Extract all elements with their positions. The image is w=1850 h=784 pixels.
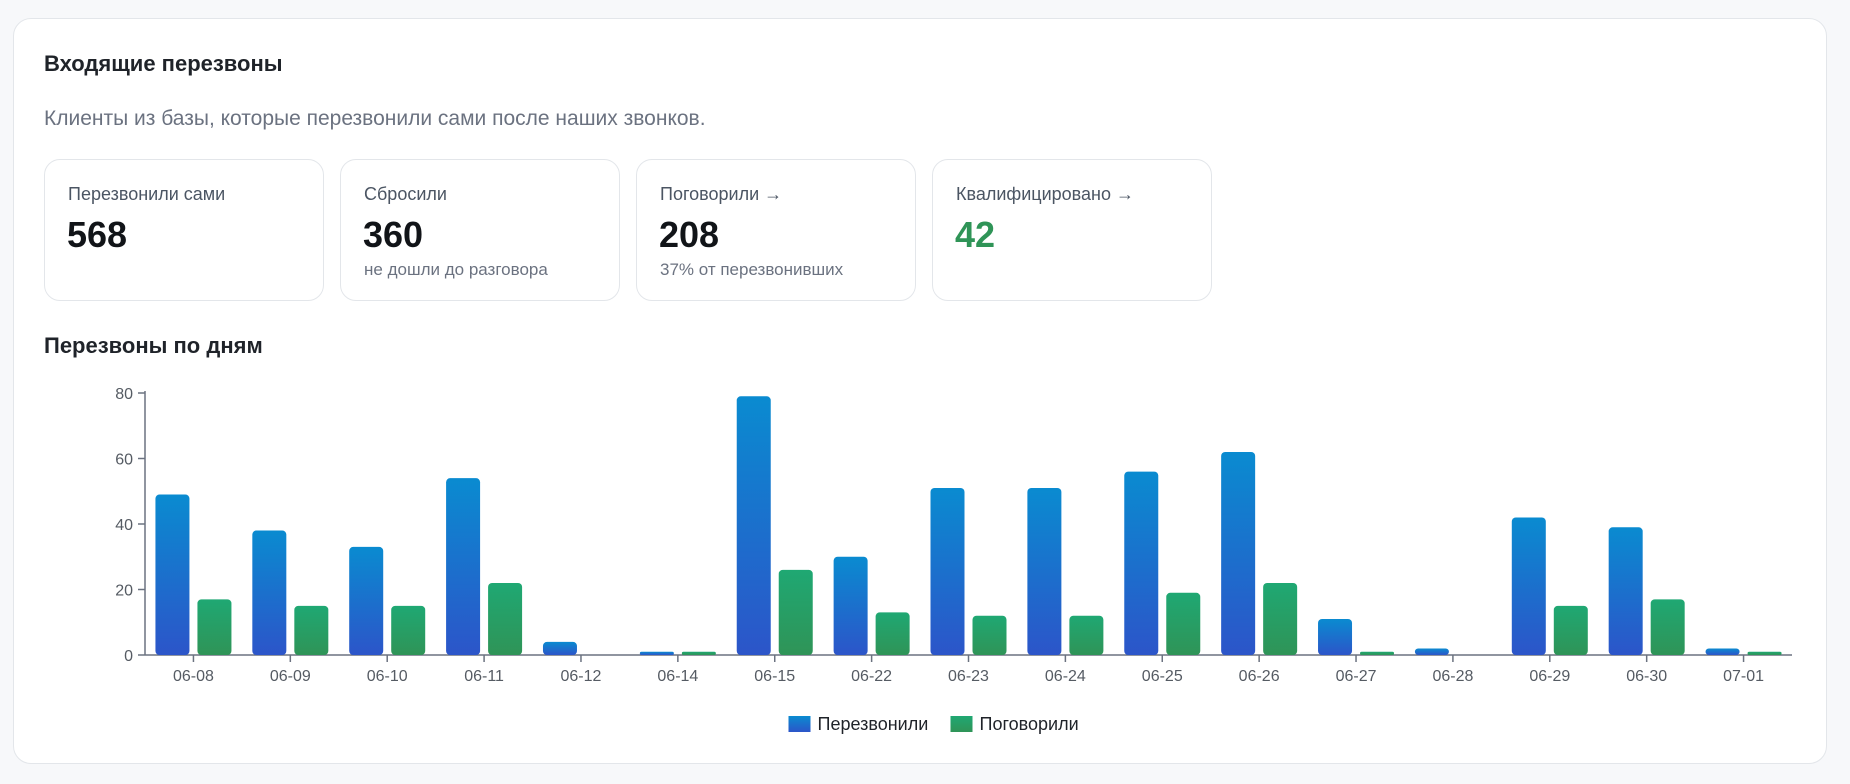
bar-talked xyxy=(1553,605,1588,655)
page-subtitle: Клиенты из базы, которые перезвонили сам… xyxy=(44,107,706,130)
y-tick-label: 60 xyxy=(115,452,133,469)
bar-talked xyxy=(1263,582,1298,655)
bar-called-back xyxy=(1124,471,1159,655)
y-tick-label: 40 xyxy=(115,517,133,534)
bar-called-back xyxy=(542,641,577,655)
stat-card-called-back: Перезвонили сами 568 xyxy=(44,159,324,301)
legend-label: Перезвонили xyxy=(818,714,929,734)
bar-called-back xyxy=(1318,618,1353,655)
callbacks-card: Входящие перезвоны Клиенты из базы, кото… xyxy=(13,18,1827,764)
bar-talked xyxy=(294,605,329,655)
y-tick-label: 20 xyxy=(115,583,133,600)
bar-talked xyxy=(488,582,523,655)
x-tick-label: 06-24 xyxy=(1045,668,1086,685)
bar-called-back xyxy=(1027,487,1062,655)
bar-called-back xyxy=(349,546,384,655)
x-tick-label: 06-23 xyxy=(948,668,989,685)
y-tick-label: 0 xyxy=(124,648,133,665)
bar-talked xyxy=(1650,599,1685,655)
stat-value: 568 xyxy=(67,214,128,255)
x-tick-label: 06-12 xyxy=(561,668,602,685)
bar-called-back xyxy=(736,396,771,655)
bar-called-back xyxy=(1221,451,1256,655)
bar-talked xyxy=(875,612,910,655)
x-tick-label: 06-28 xyxy=(1432,668,1473,685)
bar-called-back xyxy=(1705,648,1740,655)
bar-talked xyxy=(1069,615,1104,655)
stat-label-link[interactable]: Квалифицировано → xyxy=(956,184,1134,204)
x-tick-label: 06-11 xyxy=(464,668,504,685)
x-tick-label: 06-30 xyxy=(1626,668,1667,685)
stat-value: 42 xyxy=(955,214,996,255)
bar-talked xyxy=(972,615,1007,655)
x-tick-label: 06-09 xyxy=(270,668,311,685)
stat-label: Перезвонили сами xyxy=(68,184,226,204)
bar-talked xyxy=(681,651,716,655)
bar-talked xyxy=(197,599,232,655)
bar-called-back xyxy=(930,487,965,655)
stat-card-talked[interactable]: Поговорили → 208 37% от перезвонивших xyxy=(636,159,916,301)
bar-called-back xyxy=(1608,527,1643,655)
x-tick-label: 06-25 xyxy=(1142,668,1183,685)
bar-talked xyxy=(778,569,813,655)
x-tick-label: 06-27 xyxy=(1336,668,1377,685)
bar-talked xyxy=(391,605,426,655)
x-tick-label: 06-26 xyxy=(1239,668,1280,685)
x-tick-label: 07-01 xyxy=(1723,668,1764,685)
bar-called-back xyxy=(833,556,868,655)
x-tick-label: 06-29 xyxy=(1529,668,1570,685)
legend-swatch xyxy=(788,716,811,732)
y-tick-label: 80 xyxy=(115,386,133,403)
stat-note: 37% от перезвонивших xyxy=(660,260,844,279)
stat-label-link[interactable]: Поговорили → xyxy=(660,184,783,204)
x-tick-label: 06-14 xyxy=(657,668,698,685)
bar-called-back xyxy=(639,651,674,655)
bar-talked xyxy=(1166,592,1201,655)
bar-called-back xyxy=(446,478,481,655)
x-tick-label: 06-22 xyxy=(851,668,892,685)
legend-swatch xyxy=(950,716,973,732)
stat-card-qualified[interactable]: Квалифицировано → 42 xyxy=(932,159,1212,301)
bar-called-back xyxy=(1414,648,1449,655)
bar-called-back xyxy=(252,530,287,655)
bar-called-back xyxy=(1511,517,1546,655)
stat-label: Сбросили xyxy=(364,184,447,204)
x-tick-label: 06-10 xyxy=(367,668,408,685)
stat-value: 360 xyxy=(363,214,424,255)
bar-called-back xyxy=(155,494,190,655)
page-title: Входящие перезвоны xyxy=(44,51,283,76)
x-tick-label: 06-08 xyxy=(173,668,214,685)
bar-talked xyxy=(1747,651,1782,655)
stat-note: не дошли до разговора xyxy=(364,260,548,279)
legend-label: Поговорили xyxy=(980,714,1079,734)
daily-callbacks-chart: 0 20 40 60 80 06-08 06-09 06-10 06-11 06-12 06-14 0… xyxy=(115,386,1792,734)
stat-value: 208 xyxy=(659,214,720,255)
x-tick-label: 06-15 xyxy=(754,668,795,685)
stat-card-dropped: Сбросили 360 не дошли до разговора xyxy=(340,159,620,301)
bar-talked xyxy=(1360,651,1395,655)
chart-title: Перезвоны по дням xyxy=(44,333,263,358)
